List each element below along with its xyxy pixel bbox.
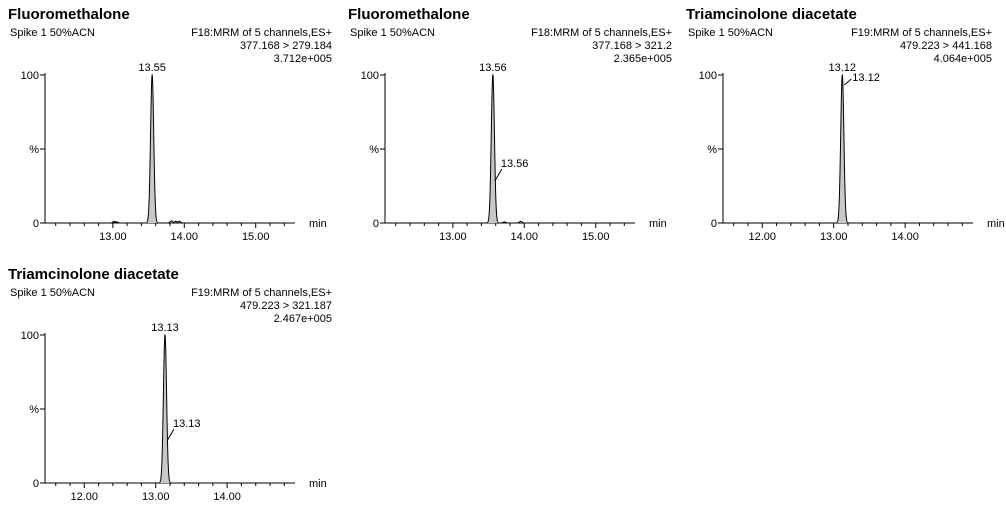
y-tick-label: 100 bbox=[361, 70, 379, 82]
chromatogram-panel-1: 0% 100 13.00 14.00 15.00 min 13.55 Fluorometha… bbox=[8, 6, 338, 256]
peak-label: 13.12 bbox=[852, 72, 880, 84]
chromatogram-trace bbox=[385, 73, 636, 224]
baseline-noise bbox=[176, 220, 183, 224]
chart-title: Fluoromethalone bbox=[8, 6, 130, 23]
peak-label: 13.13 bbox=[151, 322, 179, 334]
x-tick-label: 14.00 bbox=[171, 231, 199, 243]
x-tick-label: 13.00 bbox=[439, 231, 467, 243]
sample-name: Spike 1 50%ACN bbox=[10, 27, 95, 39]
x-tick-label: 15.00 bbox=[582, 231, 610, 243]
x-tick-label: 14.00 bbox=[213, 491, 241, 503]
transition-label: 479.223 > 321.187 bbox=[239, 300, 332, 312]
chromatogram-panel-2: 0% 100 13.00 14.00 15.00 min 13.56 13.56 Fluoro… bbox=[348, 6, 678, 256]
peak-label: 13.56 bbox=[479, 62, 507, 74]
sample-name: Spike 1 50%ACN bbox=[688, 27, 773, 39]
peak-area bbox=[486, 75, 500, 223]
chart-title: Fluoromethalone bbox=[348, 6, 470, 23]
peak-label: 13.12 bbox=[829, 62, 857, 74]
y-tick-label: 0 bbox=[33, 478, 39, 490]
x-tick-label: 13.00 bbox=[142, 491, 170, 503]
x-tick-label: 13.00 bbox=[99, 231, 127, 243]
peak-area bbox=[145, 75, 159, 223]
x-tick-label: 12.00 bbox=[71, 491, 99, 503]
y-tick-label: % bbox=[707, 144, 717, 156]
chromatogram-trace bbox=[45, 73, 296, 224]
y-tick-label: 100 bbox=[21, 70, 39, 82]
chromatogram-panel-4: 0% 100 12.00 13.00 14.00 min 13.13 13.13 Triamc… bbox=[8, 266, 338, 516]
x-axis-label: min bbox=[309, 478, 327, 490]
intensity-label: 3.712e+005 bbox=[273, 53, 332, 65]
transition-label: 479.223 > 441.168 bbox=[899, 40, 992, 52]
chromatogram-plot: 0% 100 13.00 14.00 15.00 min 13.55 bbox=[21, 62, 327, 243]
chromatogram-trace bbox=[723, 73, 974, 224]
function-label: F18:MRM of 5 channels,ES+ bbox=[191, 27, 332, 39]
y-tick-label: 0 bbox=[711, 218, 717, 230]
peak-label: 13.13 bbox=[173, 418, 201, 430]
chart-title: Triamcinolone diacetate bbox=[8, 266, 179, 283]
y-tick-label: 0 bbox=[33, 218, 39, 230]
x-axis-label: min bbox=[987, 218, 1005, 230]
x-axis-label: min bbox=[649, 218, 667, 230]
x-tick-label: 14.00 bbox=[891, 231, 919, 243]
x-tick-label: 13.00 bbox=[820, 231, 848, 243]
y-tick-label: 0 bbox=[373, 218, 379, 230]
y-tick-label: % bbox=[29, 144, 39, 156]
sample-name: Spike 1 50%ACN bbox=[10, 287, 95, 299]
transition-label: 377.168 > 321.2 bbox=[592, 40, 672, 52]
peak-area bbox=[836, 75, 849, 223]
y-tick-label: 100 bbox=[21, 330, 39, 342]
sample-name: Spike 1 50%ACN bbox=[350, 27, 435, 39]
function-label: F18:MRM of 5 channels,ES+ bbox=[531, 27, 672, 39]
y-tick-label: % bbox=[369, 144, 379, 156]
peak-label-leader bbox=[843, 78, 852, 86]
x-axis-label: min bbox=[309, 218, 327, 230]
x-tick-label: 12.00 bbox=[749, 231, 777, 243]
x-tick-label: 15.00 bbox=[242, 231, 270, 243]
y-tick-label: % bbox=[29, 404, 39, 416]
intensity-label: 4.064e+005 bbox=[933, 53, 992, 65]
function-label: F19:MRM of 5 channels,ES+ bbox=[851, 27, 992, 39]
baseline-noise bbox=[501, 221, 508, 224]
transition-label: 377.168 > 279.184 bbox=[239, 40, 332, 52]
peak-label-leader bbox=[166, 428, 175, 442]
baseline-noise bbox=[113, 221, 120, 224]
baseline-noise bbox=[517, 220, 524, 224]
intensity-label: 2.365e+005 bbox=[613, 53, 672, 65]
intensity-label: 2.467e+005 bbox=[273, 313, 332, 325]
peak-label-leader bbox=[494, 168, 503, 182]
peak-area bbox=[158, 335, 172, 483]
y-tick-label: 100 bbox=[699, 70, 717, 82]
chromatogram-plot: 0% 100 12.00 13.00 14.00 min 13.13 13.13 bbox=[21, 322, 327, 503]
chromatogram-plot: 0% 100 13.00 14.00 15.00 min 13.56 13.56 bbox=[361, 62, 667, 243]
function-label: F19:MRM of 5 channels,ES+ bbox=[191, 287, 332, 299]
chromatogram-panel-3: 0% 100 12.00 13.00 14.00 min 13.12 13.12 Triamc… bbox=[686, 6, 1006, 256]
peak-label: 13.56 bbox=[501, 158, 529, 170]
chromatogram-trace bbox=[45, 333, 296, 484]
x-tick-label: 14.00 bbox=[511, 231, 539, 243]
peak-label: 13.55 bbox=[138, 62, 166, 74]
chart-title: Triamcinolone diacetate bbox=[686, 6, 857, 23]
